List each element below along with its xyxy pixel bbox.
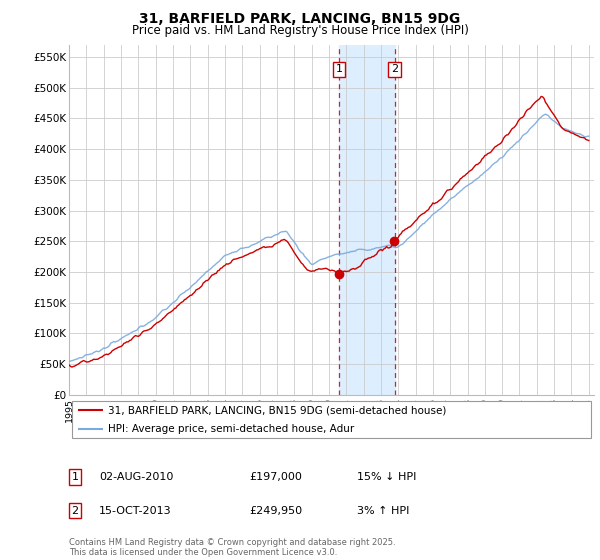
Text: 1: 1 [335,64,343,74]
Text: £197,000: £197,000 [249,472,302,482]
Text: Price paid vs. HM Land Registry's House Price Index (HPI): Price paid vs. HM Land Registry's House … [131,24,469,36]
Text: 3% ↑ HPI: 3% ↑ HPI [357,506,409,516]
Text: 2: 2 [391,64,398,74]
Text: 31, BARFIELD PARK, LANCING, BN15 9DG (semi-detached house): 31, BARFIELD PARK, LANCING, BN15 9DG (se… [109,405,447,415]
Text: 31, BARFIELD PARK, LANCING, BN15 9DG: 31, BARFIELD PARK, LANCING, BN15 9DG [139,12,461,26]
Text: 02-AUG-2010: 02-AUG-2010 [99,472,173,482]
Text: Contains HM Land Registry data © Crown copyright and database right 2025.
This d: Contains HM Land Registry data © Crown c… [69,538,395,557]
Bar [339,45,395,395]
Text: 15-OCT-2013: 15-OCT-2013 [99,506,172,516]
Text: £249,950: £249,950 [249,506,302,516]
FancyBboxPatch shape [71,402,592,437]
Text: 2: 2 [71,506,79,516]
Text: 1: 1 [71,472,79,482]
Text: HPI: Average price, semi-detached house, Adur: HPI: Average price, semi-detached house,… [109,424,355,433]
Text: 15% ↓ HPI: 15% ↓ HPI [357,472,416,482]
